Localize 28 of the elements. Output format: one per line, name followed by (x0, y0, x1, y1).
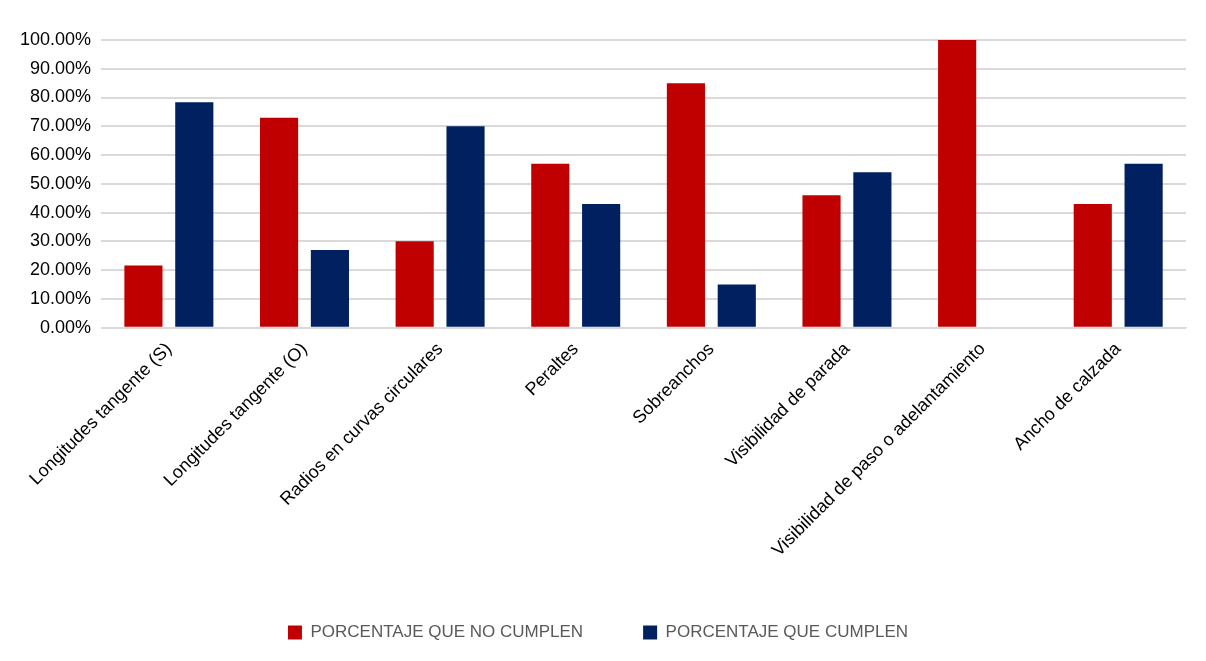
y-tick-label: 60.00% (30, 144, 92, 165)
bar (582, 203, 621, 327)
bar (802, 195, 841, 327)
bar (1124, 163, 1163, 327)
y-tick-label: 100.00% (20, 28, 92, 49)
bar (175, 102, 214, 327)
y-tick-label: 50.00% (30, 172, 92, 193)
bar (124, 265, 163, 327)
bar (717, 284, 756, 327)
y-tick-label: 10.00% (30, 287, 92, 308)
bar (938, 40, 977, 327)
legend-label: PORCENTAJE QUE CUMPLEN (665, 622, 909, 642)
y-tick-label: 80.00% (30, 86, 92, 107)
y-tick-label: 40.00% (30, 201, 92, 222)
y-tick-label: 90.00% (30, 57, 92, 78)
bar (259, 117, 299, 327)
bar (666, 83, 705, 327)
bar (446, 126, 485, 327)
bar (853, 172, 892, 327)
y-tick-label: 30.00% (30, 230, 92, 251)
y-tick-label: 0.00% (40, 316, 92, 337)
y-tick-label: 20.00% (30, 259, 92, 280)
bar (1073, 203, 1112, 327)
bar (310, 249, 349, 327)
legend-label: PORCENTAJE QUE NO CUMPLEN (310, 622, 584, 642)
bar (395, 241, 434, 327)
bar (531, 163, 570, 327)
y-tick-label: 70.00% (30, 115, 92, 136)
